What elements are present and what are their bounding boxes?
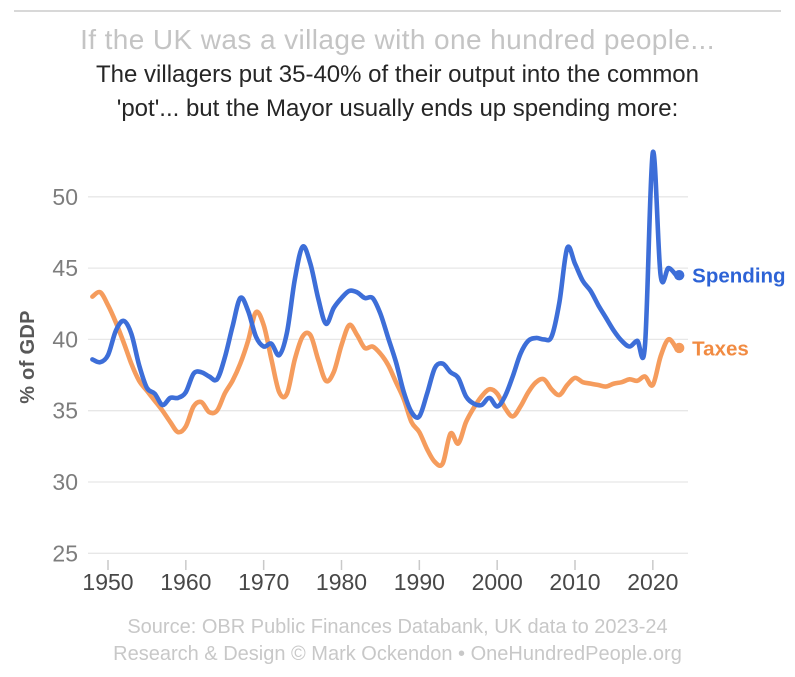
y-tick-label-40: 40 [52, 326, 78, 352]
x-tick-label-1960: 1960 [160, 569, 211, 595]
x-tick-label-2000: 2000 [472, 569, 523, 595]
series-line-taxes [90, 289, 679, 469]
y-axis-title: % of GDP [17, 310, 39, 404]
x-tick-label-1970: 1970 [238, 569, 289, 595]
x-tick-label-1980: 1980 [316, 569, 367, 595]
x-tick-label-2020: 2020 [627, 569, 678, 595]
y-tick-label-30: 30 [52, 469, 78, 495]
chart-subtitle-line1: The villagers put 35-40% of their output… [96, 61, 699, 88]
top-divider [14, 10, 781, 12]
chart-subtitle-line2: 'pot'... but the Mayor usually ends up s… [116, 95, 679, 122]
series-endpoint-dot-taxes [673, 342, 685, 354]
y-tick-label-25: 25 [52, 540, 78, 566]
x-tick-label-1950: 1950 [82, 569, 133, 595]
y-tick-label-45: 45 [52, 255, 78, 281]
x-tick-label-2010: 2010 [549, 569, 600, 595]
chart-title: If the UK was a village with one hundred… [80, 24, 715, 55]
series-label-taxes: Taxes [692, 337, 749, 360]
series-endpoint-dot-spending [673, 270, 685, 281]
series-line-spending [90, 149, 679, 420]
y-tick-label-35: 35 [52, 398, 78, 424]
footer-source: Source: OBR Public Finances Databank, UK… [127, 616, 668, 638]
y-tick-label-50: 50 [52, 184, 78, 210]
footer-credit: Research & Design © Mark Ockendon • OneH… [113, 643, 682, 665]
chart-footer: Source: OBR Public Finances Databank, UK… [0, 614, 795, 668]
chart-subtitle: The villagers put 35-40% of their output… [0, 58, 795, 126]
series-label-spending: Spending [692, 265, 785, 288]
x-tick-label-1990: 1990 [394, 569, 445, 595]
